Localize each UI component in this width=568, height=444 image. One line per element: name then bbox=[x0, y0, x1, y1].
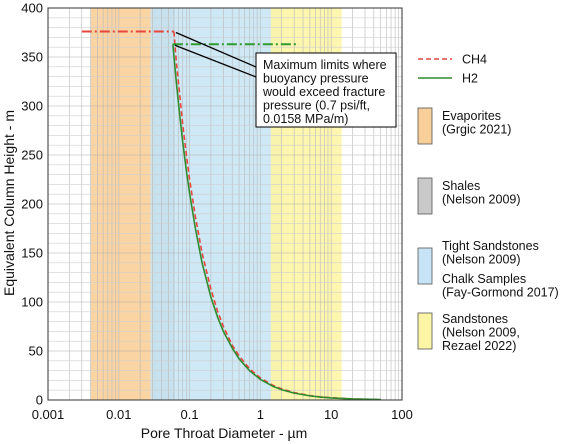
y-tick-label: 350 bbox=[21, 50, 43, 65]
x-tick-label: 100 bbox=[391, 407, 413, 422]
x-tick-label: 1 bbox=[257, 407, 264, 422]
tick-labels: 0.001 0.01 0.1 1 10 100 0 50 100 150 200 250 300 350 4… bbox=[21, 1, 413, 423]
legend-band-label: (Nelson 2009, bbox=[442, 326, 520, 340]
series-lines bbox=[81, 30, 381, 401]
x-tick-label: 0.1 bbox=[181, 407, 199, 422]
axes bbox=[47, 7, 403, 401]
y-tick-label: 150 bbox=[21, 246, 43, 261]
x-tick-label: 0.01 bbox=[106, 407, 131, 422]
legend-band-label: (Grgic 2021) bbox=[442, 123, 511, 137]
annotation-text-line: Maximum limits where bbox=[263, 58, 387, 72]
legend-label-ch4: CH4 bbox=[462, 53, 487, 67]
y-tick-label: 50 bbox=[29, 344, 43, 359]
y-axis-title: Equivalent Column Height - m bbox=[1, 110, 17, 296]
legend-swatch bbox=[417, 312, 433, 350]
annotation-box bbox=[255, 52, 397, 128]
legend-band-label: Tight Sandstones bbox=[442, 239, 539, 253]
legend-band-label: Shales bbox=[442, 179, 480, 193]
legend-band-label: Sandstones bbox=[442, 312, 508, 326]
annotation-pointer bbox=[174, 44, 257, 78]
legend-band-label: (Nelson 2009) bbox=[442, 193, 521, 207]
legend-label-h2: H2 bbox=[462, 72, 478, 86]
x-axis-title: Pore Throat Diameter - µm bbox=[141, 425, 308, 441]
annotation-text-line: buoyancy pressure bbox=[263, 72, 369, 86]
annotation-text-line: would exceed fracture bbox=[262, 85, 385, 99]
legend-swatch bbox=[417, 107, 433, 145]
y-tick-label: 250 bbox=[21, 148, 43, 163]
y-tick-label: 300 bbox=[21, 99, 43, 114]
annotation-text-line: pressure (0.7 psi/ft, bbox=[263, 99, 370, 113]
y-tick-label: 100 bbox=[21, 295, 43, 310]
annotation-pointer bbox=[175, 31, 257, 68]
y-tick-label: 0 bbox=[36, 393, 43, 408]
legend-band-label: Chalk Samples bbox=[442, 272, 526, 286]
legend-band-label: (Nelson 2009) bbox=[442, 253, 521, 267]
legend-swatch bbox=[417, 177, 433, 215]
x-tick-label: 10 bbox=[324, 407, 338, 422]
legend-band-label: Rezael 2022) bbox=[442, 339, 516, 353]
series-line-h2 bbox=[172, 44, 381, 401]
legend-band-label: Evaporites bbox=[442, 109, 501, 123]
plot-frame bbox=[47, 7, 403, 401]
legend-swatch bbox=[417, 247, 433, 285]
y-tick-label: 400 bbox=[21, 1, 43, 16]
legend-band-label: (Fay-Gormond 2017) bbox=[442, 286, 559, 300]
y-tick-label: 200 bbox=[21, 197, 43, 212]
annotation-text-line: 0.0158 MPa/m) bbox=[263, 112, 348, 126]
x-tick-label: 0.001 bbox=[32, 407, 65, 422]
